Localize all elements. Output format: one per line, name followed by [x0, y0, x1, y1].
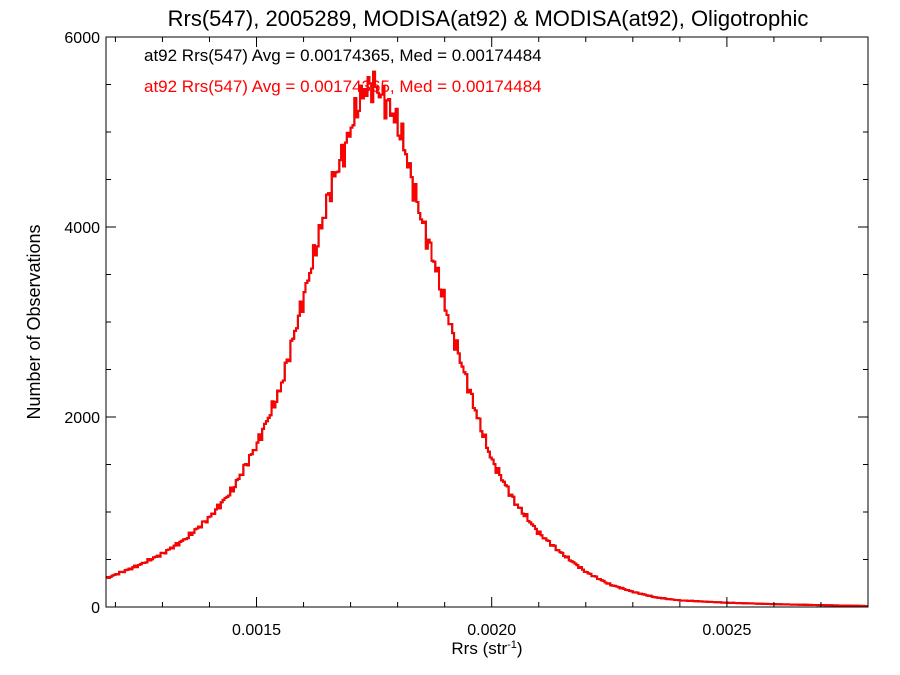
- y-tick-label: 2000: [64, 410, 100, 427]
- x-axis-label-suffix: ): [517, 639, 523, 658]
- x-tick-label: 0.0025: [702, 622, 751, 639]
- x-axis-label: Rrs (str-1): [451, 639, 522, 658]
- plot-frame: [105, 36, 869, 608]
- y-tick-label: 4000: [64, 220, 100, 237]
- plot-area: 0.0015 0.0020 0.0025 0 2000 4000 6000: [64, 30, 869, 639]
- x-axis-label-exponent: -1: [507, 639, 517, 651]
- x-axis-label-main: Rrs (str: [451, 639, 507, 658]
- legend-entry-2: at92 Rrs(547) Avg = 0.00174365, Med = 0.…: [144, 77, 542, 96]
- chart-title: Rrs(547), 2005289, MODISA(at92) & MODISA…: [168, 6, 809, 31]
- histogram-series-2: [106, 70, 868, 608]
- y-tick-label: 6000: [64, 30, 100, 47]
- legend-entry-1: at92 Rrs(547) Avg = 0.00174365, Med = 0.…: [144, 46, 542, 65]
- y-axis-label: Number of Observations: [24, 224, 44, 419]
- x-tick-label: 0.0020: [467, 622, 516, 639]
- y-tick-label: 0: [91, 600, 100, 617]
- x-tick-label: 0.0015: [232, 622, 281, 639]
